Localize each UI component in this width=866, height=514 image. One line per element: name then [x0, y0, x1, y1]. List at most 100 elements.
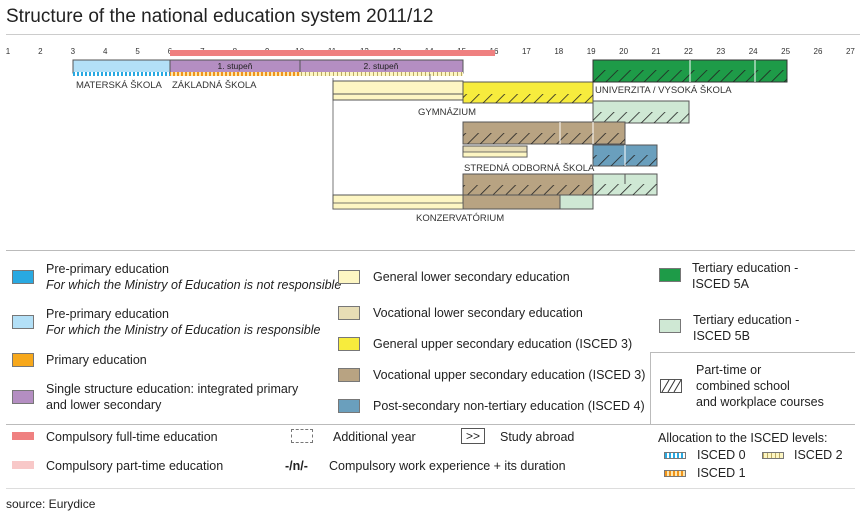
legend-label-compulsory-full: Compulsory full-time education: [46, 430, 218, 444]
legend-label-part-time: Part-time or combined school and workpla…: [696, 362, 824, 410]
legend-swatch-tertiary-5b: [659, 319, 681, 333]
legend-swatch-compulsory-full: [12, 432, 34, 440]
study-abroad-symbol: >>: [461, 428, 485, 444]
legend-bottom-divider: [6, 424, 855, 425]
konzervatorium-5b: [559, 194, 594, 210]
stupen-2-label: 2. stupeň: [364, 61, 399, 71]
legend-single-structure-line1: Single structure education: integrated p…: [46, 382, 299, 396]
legend-swatch-vocational-upper: [338, 368, 360, 382]
vocational-upper-2-hatch: [463, 185, 593, 196]
legend-tertiary-5b-line2: ISCED 5B: [693, 329, 750, 343]
legend-label-isced2: ISCED 2: [794, 448, 843, 462]
legend-single-structure-line2: and lower secondary: [46, 398, 162, 412]
materska-skola-bar: [72, 59, 171, 74]
legend-pre-primary-r-sub: For which the Ministry of Education is r…: [46, 323, 321, 337]
legend-top-divider: [6, 250, 855, 251]
legend-label-study-abroad: Study abroad: [500, 430, 575, 444]
age-tick-label: 1: [6, 47, 11, 56]
zakladna-skola-isced2: [300, 72, 463, 76]
zakladna-skola-label: ZÁKLADNÁ ŠKOLA: [172, 80, 257, 91]
source-note: source: Eurydice: [6, 497, 96, 511]
legend-part-time-line1: Part-time or: [696, 363, 762, 377]
age-tick-label: 19: [587, 47, 596, 56]
legend-label-vocational-lower: Vocational lower secondary education: [373, 306, 583, 320]
age-tick-label: 25: [781, 47, 790, 56]
source-divider: [6, 488, 855, 489]
legend-label-isced0: ISCED 0: [697, 448, 746, 462]
legend-swatch-tertiary-5a: [659, 268, 681, 282]
legend-swatch-additional-year: [291, 429, 313, 443]
zakladna-skola-isced1: [170, 72, 300, 76]
age-tick-label: 2: [38, 47, 43, 56]
age-tick-label: 20: [619, 47, 628, 56]
gymnazium-lower: [332, 80, 464, 96]
legend-swatch-vocational-lower: [338, 306, 360, 320]
legend-swatch-compulsory-part: [12, 461, 34, 469]
legend-label-primary: Primary education: [46, 353, 147, 367]
konzervatorium-bottom: [332, 202, 464, 210]
legend-label-additional-year: Additional year: [333, 430, 416, 444]
legend-label-general-upper: General upper secondary education (ISCED…: [373, 337, 633, 351]
legend-pre-primary-nr-sub: For which the Ministry of Education is n…: [46, 278, 342, 292]
legend-label-work-experience: Compulsory work experience + its duratio…: [329, 459, 566, 473]
legend-pre-primary-r-title: Pre-primary education: [46, 307, 169, 321]
work-experience-symbol: -/n/-: [285, 459, 308, 473]
legend-swatch-pre-primary-not-responsible: [12, 270, 34, 284]
sos-upper-hatch: [463, 133, 625, 144]
age-tick-label: 5: [135, 47, 140, 56]
legend-label-compulsory-part: Compulsory part-time education: [46, 459, 224, 473]
tertiary-5b-hatch-2: [593, 184, 657, 195]
age-tick-label: 18: [554, 47, 563, 56]
legend-swatch-isced1: [664, 470, 686, 477]
tertiary-5b-hatch: [593, 112, 689, 123]
legend-label-tertiary-5a: Tertiary education - ISCED 5A: [692, 260, 798, 292]
legend-swatch-general-upper: [338, 337, 360, 351]
legend-label-pre-primary-not-responsible: Pre-primary education For which the Mini…: [46, 261, 341, 293]
legend-tertiary-5a-line1: Tertiary education -: [692, 261, 799, 275]
legend-part-time-line2: combined school: [696, 379, 790, 393]
univerzita-label: UNIVERZITA / VYSOKÁ ŠKOLA: [595, 85, 732, 96]
materska-skola-label: MATERSKÁ ŠKOLA: [76, 80, 163, 91]
age-tick-label: 23: [716, 47, 725, 56]
legend-swatch-post-secondary: [338, 399, 360, 413]
legend-swatch-isced0: [664, 452, 686, 459]
gymnazium-lower-2: [332, 93, 464, 101]
legend-part-time-line3: and workplace courses: [696, 395, 824, 409]
materska-skola-isced0: [73, 72, 170, 76]
legend-pre-primary-nr-title: Pre-primary education: [46, 262, 169, 276]
legend-label-post-secondary: Post-secondary non-tertiary education (I…: [373, 399, 645, 413]
stupen-1-label: 1. stupeň: [218, 61, 253, 71]
age-tick-label: 3: [71, 47, 76, 56]
age-tick-label: 21: [652, 47, 661, 56]
legend-swatch-general-lower: [338, 270, 360, 284]
legend-tertiary-5b-line1: Tertiary education -: [693, 313, 800, 327]
legend-label-single-structure: Single structure education: integrated p…: [46, 381, 298, 413]
gymnazium-label: GYMNÁZIUM: [418, 107, 476, 118]
age-tick-label: 24: [749, 47, 758, 56]
legend-label-isced1: ISCED 1: [697, 466, 746, 480]
legend-part-time-divider: [650, 352, 855, 353]
legend-label-general-lower: General lower secondary education: [373, 270, 570, 284]
legend-part-time-divider-vertical: [650, 352, 651, 425]
education-system-diagram: 1234567891011121314151617181920212223242…: [6, 47, 856, 224]
legend-swatch-primary: [12, 353, 34, 367]
sos-label: STREDNÁ ODBORNÁ ŠKOLA: [464, 163, 595, 174]
legend-label-tertiary-5b: Tertiary education - ISCED 5B: [693, 312, 799, 344]
legend-swatch-pre-primary-responsible: [12, 315, 34, 329]
age-tick-label: 27: [846, 47, 855, 56]
title-divider: [6, 34, 860, 35]
legend-swatch-single-structure: [12, 390, 34, 404]
legend-swatch-part-time: [660, 379, 682, 393]
age-tick-label: 17: [522, 47, 531, 56]
legend-swatch-isced2: [762, 452, 784, 459]
legend-label-pre-primary-responsible: Pre-primary education For which the Mini…: [46, 306, 320, 338]
allocation-title: Allocation to the ISCED levels:: [658, 431, 828, 445]
age-tick-label: 26: [814, 47, 823, 56]
age-tick-label: 22: [684, 47, 693, 56]
sos-lower-2: [462, 151, 528, 158]
compulsory-bar: [170, 50, 495, 56]
legend-label-vocational-upper: Vocational upper secondary education (IS…: [373, 368, 646, 382]
legend-tertiary-5a-line2: ISCED 5A: [692, 277, 749, 291]
age-tick-label: 4: [103, 47, 108, 56]
konzervatorium-upper: [462, 194, 561, 210]
